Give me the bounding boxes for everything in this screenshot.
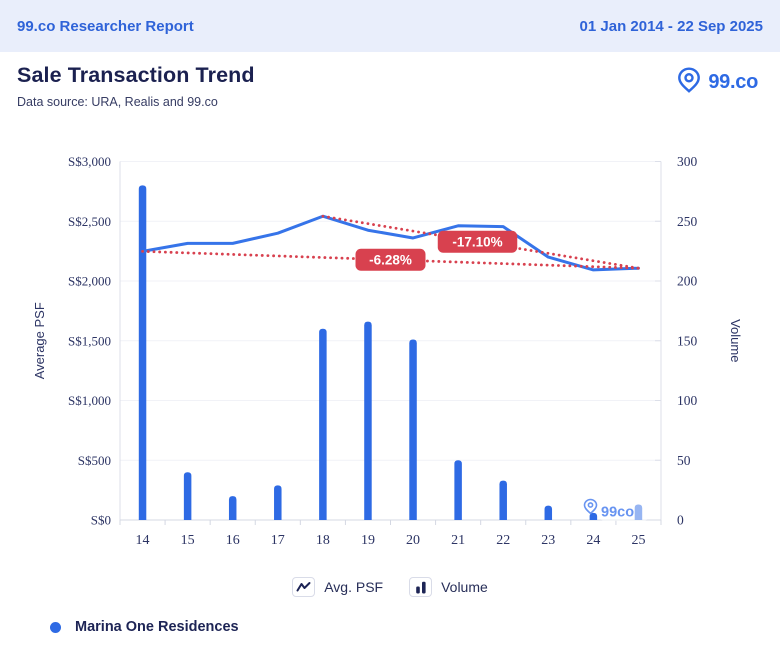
legend-item-volume[interactable]: Volume xyxy=(409,577,488,597)
svg-text:17: 17 xyxy=(271,533,285,548)
svg-text:24: 24 xyxy=(586,533,600,548)
svg-text:20: 20 xyxy=(406,533,420,548)
page-title: Sale Transaction Trend xyxy=(17,63,255,87)
svg-text:S$1,500: S$1,500 xyxy=(68,333,111,348)
chart-area[interactable]: S$3,000 300 S$2,500 250 S$2,000 200 S$1,500 150… xyxy=(0,130,780,575)
svg-text:14: 14 xyxy=(136,533,150,548)
logo-text: 99.co xyxy=(708,71,758,93)
svg-text:S$2,000: S$2,000 xyxy=(68,274,111,289)
svg-text:S$2,500: S$2,500 xyxy=(68,214,111,229)
svg-text:S$500: S$500 xyxy=(78,453,111,468)
header-title: 99.co Researcher Report xyxy=(17,17,194,35)
line-icon xyxy=(292,577,316,597)
svg-text:0: 0 xyxy=(677,513,684,528)
chart-legend: Avg. PSF Volume xyxy=(0,577,780,597)
svg-text:19: 19 xyxy=(361,533,375,548)
svg-text:S$0: S$0 xyxy=(91,513,111,528)
svg-text:150: 150 xyxy=(677,333,698,348)
series-dot xyxy=(50,621,61,633)
svg-text:50: 50 xyxy=(677,453,691,468)
svg-text:200: 200 xyxy=(677,274,698,289)
svg-text:-17.10%: -17.10% xyxy=(452,235,502,250)
svg-text:18: 18 xyxy=(316,533,330,548)
svg-text:21: 21 xyxy=(451,533,465,548)
legend-item-avg-psf[interactable]: Avg. PSF xyxy=(292,577,383,597)
bar-icon xyxy=(409,577,433,597)
svg-text:16: 16 xyxy=(226,533,240,548)
svg-text:Average PSF: Average PSF xyxy=(32,302,47,379)
svg-text:100: 100 xyxy=(677,393,698,408)
svg-text:Volume: Volume xyxy=(728,319,743,362)
svg-text:S$3,000: S$3,000 xyxy=(68,154,111,169)
map-pin-icon xyxy=(675,66,703,99)
svg-text:99co: 99co xyxy=(601,505,634,521)
svg-text:23: 23 xyxy=(541,533,555,548)
series-name: Marina One Residences xyxy=(75,619,239,635)
header-date-range: 01 Jan 2014 - 22 Sep 2025 xyxy=(579,17,763,35)
svg-text:250: 250 xyxy=(677,214,698,229)
svg-text:25: 25 xyxy=(631,533,645,548)
watermark-99co: 99co xyxy=(583,498,652,521)
legend-label: Volume xyxy=(441,579,488,595)
svg-text:15: 15 xyxy=(181,533,195,548)
title-block: Sale Transaction Trend Data source: URA,… xyxy=(17,63,255,109)
brand-logo: 99.co xyxy=(675,66,758,99)
svg-text:-6.28%: -6.28% xyxy=(369,253,412,268)
svg-text:S$1,000: S$1,000 xyxy=(68,393,111,408)
svg-text:22: 22 xyxy=(496,533,510,548)
svg-text:300: 300 xyxy=(677,154,698,169)
data-source-note: Data source: URA, Realis and 99.co xyxy=(17,95,218,109)
project-legend: Marina One Residences xyxy=(50,619,239,635)
legend-label: Avg. PSF xyxy=(324,579,384,595)
report-header: 99.co Researcher Report 01 Jan 2014 - 22… xyxy=(0,0,780,52)
